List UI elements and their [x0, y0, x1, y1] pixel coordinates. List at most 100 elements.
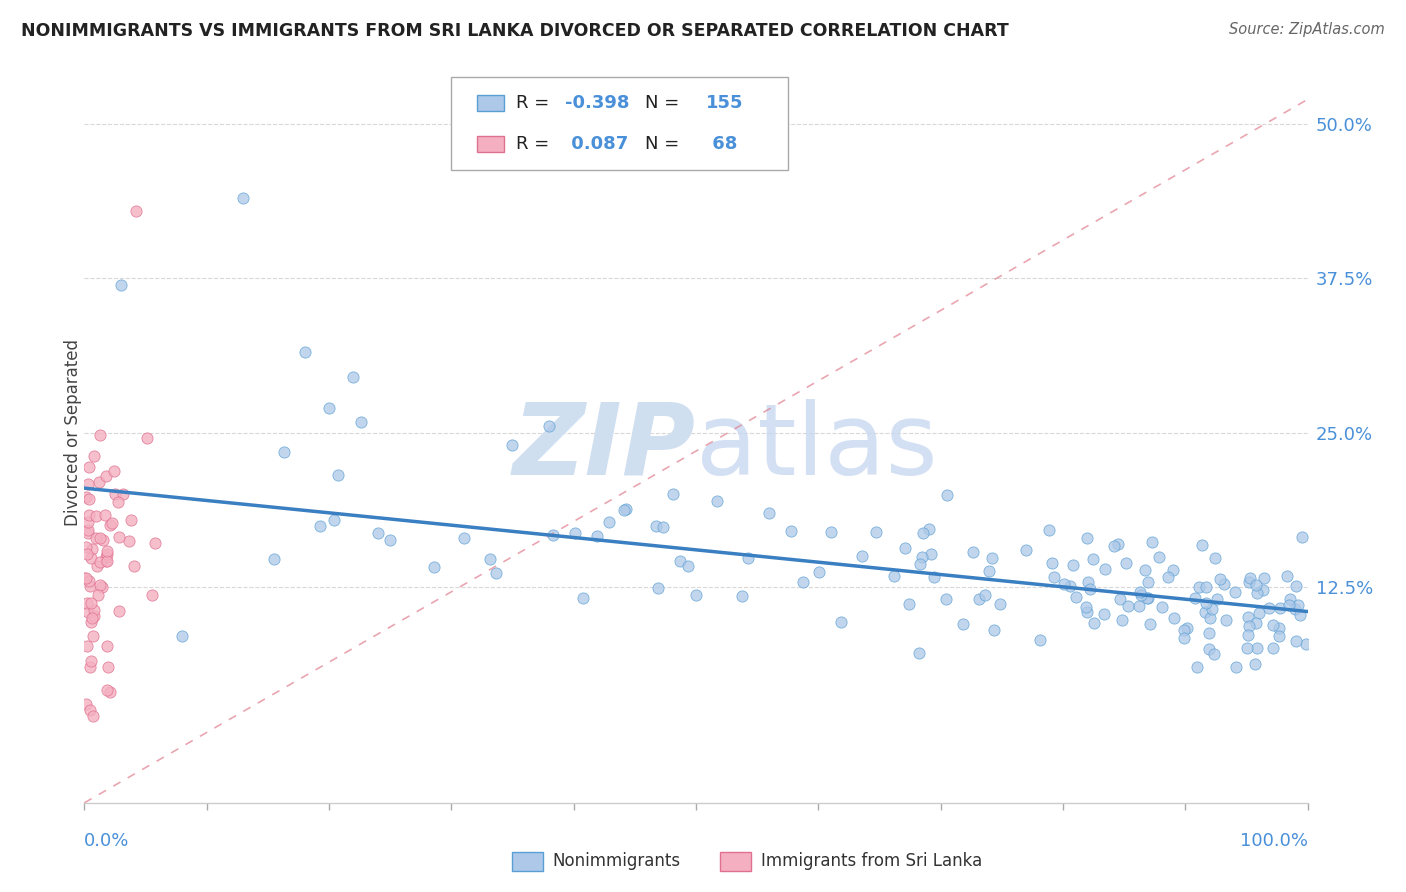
Point [1076, 531, 1098, 545]
Point [76, 515, 98, 529]
Point [952, 616, 974, 631]
Point [76, 605, 98, 619]
Point [84, 508, 107, 523]
Point [96, 554, 118, 568]
Point [135, 432, 157, 446]
Point [1251, 583, 1274, 598]
Point [1139, 616, 1161, 631]
Point [1092, 607, 1115, 621]
Point [350, 415, 373, 429]
Text: 68: 68 [706, 135, 737, 153]
Point [75, 490, 97, 504]
Point [83, 449, 105, 463]
Point [79, 615, 101, 630]
Point [1194, 606, 1216, 620]
Point [1246, 640, 1268, 655]
Point [322, 513, 344, 527]
Point [77, 508, 100, 522]
Point [1185, 660, 1208, 674]
Point [908, 646, 931, 660]
Point [731, 589, 754, 603]
Point [1038, 523, 1060, 537]
Point [1191, 538, 1213, 552]
Point [1237, 628, 1260, 642]
Text: R =: R = [516, 135, 555, 153]
Point [1202, 647, 1225, 661]
Point [83, 603, 105, 617]
Point [661, 487, 683, 501]
Point [89, 531, 111, 545]
Point [1157, 570, 1180, 584]
Point [1064, 591, 1087, 605]
Point [96, 547, 118, 561]
Point [1059, 579, 1081, 593]
Point [89, 556, 111, 570]
Point [983, 624, 1005, 638]
Point [920, 547, 942, 561]
Point [669, 554, 692, 568]
Point [80, 542, 103, 557]
Point [273, 445, 295, 459]
Point [73, 571, 96, 585]
Point [83, 609, 105, 624]
Point [1268, 621, 1291, 635]
Point [75, 540, 97, 554]
Point [141, 588, 163, 602]
Point [1140, 534, 1163, 549]
Point [79, 579, 101, 593]
Point [1215, 613, 1237, 627]
Point [96, 683, 118, 698]
Point [1285, 633, 1308, 648]
Point [792, 575, 814, 590]
Point [1128, 599, 1150, 613]
Point [232, 191, 254, 205]
Point [897, 597, 920, 611]
FancyBboxPatch shape [477, 95, 503, 112]
Point [89, 577, 111, 591]
Point [80, 654, 103, 668]
Point [104, 487, 127, 501]
Text: Immigrants from Sri Lanka: Immigrants from Sri Lanka [761, 852, 981, 870]
Y-axis label: Divorced or Separated: Divorced or Separated [65, 339, 82, 526]
Point [977, 564, 1000, 578]
Point [1062, 558, 1084, 572]
Point [294, 345, 316, 359]
Point [1076, 599, 1098, 614]
Point [1102, 539, 1125, 553]
Point [598, 515, 620, 529]
Point [1053, 577, 1076, 591]
Point [94, 508, 117, 523]
Point [1284, 602, 1306, 616]
Point [1257, 601, 1279, 615]
FancyBboxPatch shape [513, 853, 543, 871]
Point [485, 566, 508, 581]
Point [502, 438, 524, 452]
Text: R =: R = [516, 95, 555, 112]
Point [107, 495, 129, 509]
Point [122, 559, 145, 574]
Point [1286, 598, 1309, 612]
Point [676, 558, 699, 573]
Point [1285, 579, 1308, 593]
Point [1289, 608, 1312, 623]
Point [1198, 642, 1220, 657]
Point [143, 536, 166, 550]
Point [76, 596, 98, 610]
Point [87, 475, 110, 489]
Point [647, 581, 669, 595]
Text: N =: N = [644, 95, 679, 112]
Point [91, 580, 114, 594]
Point [77, 523, 100, 537]
Point [1111, 613, 1133, 627]
Point [77, 574, 100, 588]
Point [1152, 599, 1174, 614]
Point [910, 549, 932, 564]
Point [1261, 641, 1284, 656]
Point [1247, 606, 1270, 620]
Point [1204, 551, 1226, 566]
Point [77, 460, 100, 475]
Point [96, 554, 118, 568]
Point [851, 549, 873, 563]
Point [1195, 580, 1218, 594]
Point [1198, 611, 1220, 625]
